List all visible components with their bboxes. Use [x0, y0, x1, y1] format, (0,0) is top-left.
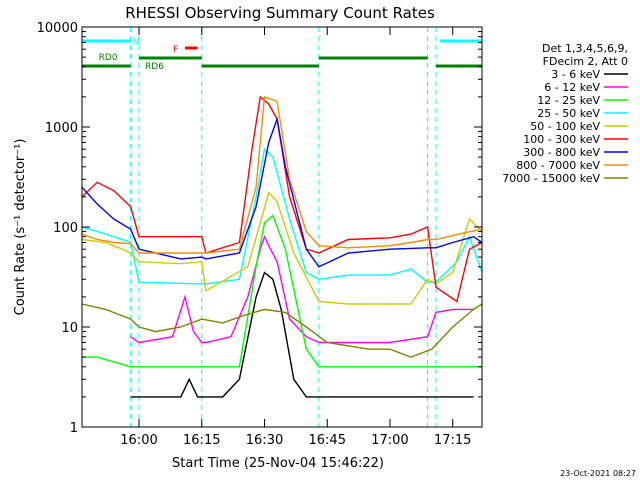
legend-header: FDecim 2, Att 0: [543, 55, 628, 68]
legend: Det 1,3,4,5,6,9,FDecim 2, Att 03 - 6 keV…: [502, 42, 628, 185]
x-tick-label: 16:30: [246, 433, 283, 448]
y-tick-label: 1000: [45, 121, 78, 136]
legend-label: 12 - 25 keV: [537, 94, 600, 107]
y-tick-label: 1: [70, 421, 78, 436]
series-line-5: [81, 191, 483, 305]
y-tick-label: 100: [53, 221, 78, 236]
x-tick-label: 16:45: [309, 433, 346, 448]
series-line-9: [81, 303, 483, 358]
legend-label: 7000 - 15000 keV: [502, 172, 600, 185]
legend-label: 3 - 6 keV: [551, 68, 600, 81]
series-line-3: [82, 214, 482, 368]
flag-label-rd0: RD0: [99, 53, 118, 63]
x-tick-label: 17:15: [434, 433, 471, 448]
legend-label: 50 - 100 keV: [530, 120, 600, 133]
series-line-8: [81, 95, 483, 254]
flag-label-rd6: RD6: [145, 62, 164, 72]
series-line-2: [130, 234, 474, 344]
flag-bars: N F RD0 RD6: [82, 38, 482, 72]
legend-header: Det 1,3,4,5,6,9,: [542, 42, 628, 55]
y-tick-label: 10: [61, 321, 78, 336]
x-axis-label: Start Time (25-Nov-04 15:46:22): [172, 456, 384, 471]
legend-label: 800 - 7000 keV: [516, 159, 600, 172]
chart-title: RHESSI Observing Summary Count Rates: [125, 4, 435, 22]
series-line-7: [81, 116, 483, 268]
x-tick-label: 16:00: [120, 433, 157, 448]
axes: 1 10 100 1000 10000 16:00 16:15 16:30 16:45 17:00…: [37, 21, 482, 448]
legend-label: 100 - 300 keV: [523, 133, 600, 146]
series-line-1: [130, 271, 474, 398]
legend-label: 300 - 800 keV: [523, 146, 600, 159]
flag-label-f: F: [173, 45, 178, 55]
y-axis-label: Count Rate (s⁻¹ detector⁻¹): [13, 139, 28, 316]
flag-label-n: N: [133, 38, 140, 48]
legend-label: 6 - 12 keV: [544, 81, 600, 94]
series-line-6: [81, 95, 483, 303]
legend-label: 25 - 50 keV: [537, 107, 600, 120]
footer-timestamp: 23-Oct-2021 08:27: [560, 469, 636, 478]
plot-series: [81, 95, 483, 398]
y-tick-label: 10000: [37, 21, 78, 36]
x-tick-label: 16:15: [183, 433, 220, 448]
x-tick-label: 17:00: [371, 433, 408, 448]
